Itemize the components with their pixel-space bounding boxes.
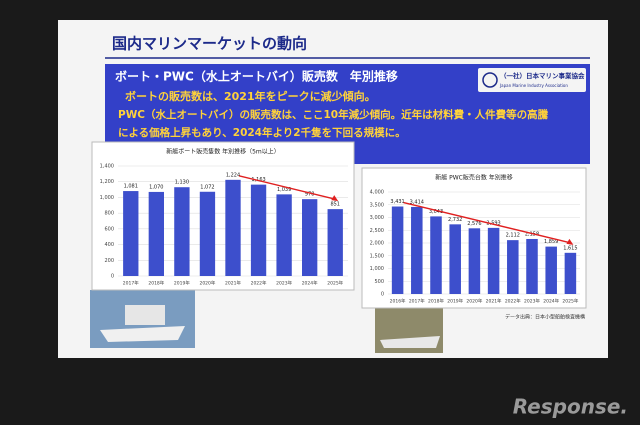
x-tick-label: 2024年 [302,280,318,287]
chart-title: 新艇ボート販売隻数 年別推移（5m以上） [166,148,280,156]
trend-arrow [403,201,571,244]
x-tick-label: 2017年 [409,298,425,305]
bar [545,246,557,294]
value-label: 1,039 [277,187,291,193]
bar [564,252,577,294]
y-tick-label: 3,000 [370,215,384,221]
y-tick-label: 3,500 [370,202,384,208]
y-tick-label: 4,000 [370,190,384,196]
y-tick-label: 1,000 [370,266,384,272]
value-label: 1,859 [544,239,558,245]
logo-text-en: Japan Marine Industry Association [499,83,568,88]
value-label: 2,593 [486,220,500,226]
value-label: 1,081 [124,184,138,190]
value-label: 3,431 [390,199,404,205]
bar [468,228,481,294]
bar [327,209,343,276]
bullet: による価格上昇もあり、2024年より2千隻を下回る規模に。 [118,126,406,139]
logo-box [478,68,586,92]
y-tick-label: 400 [104,242,114,248]
watermark: Response. [513,395,628,419]
bar [123,191,139,276]
y-tick-label: 1,400 [100,164,114,170]
bar [449,224,461,294]
bullet: ボートの販売数は、2021年をピークに減少傾向。 [125,89,376,103]
x-tick-label: 2021年 [225,280,241,287]
slide-header: 国内マリンマーケットの動向 [112,35,307,53]
y-tick-label: 2,500 [370,228,384,234]
trend-arrow-head [331,195,339,202]
y-tick-label: 200 [104,258,114,264]
y-tick-label: 800 [104,211,114,217]
logo-text: （一社）日本マリン事業協会 [500,71,585,80]
logo-mark [482,72,498,88]
x-tick-label: 2019年 [174,280,190,287]
value-label: 978 [305,192,315,198]
boat-photo-cabin [125,305,165,325]
bar [430,216,442,294]
value-label: 2,158 [525,231,539,237]
x-tick-label: 2020年 [466,298,482,305]
source-note: データ出典：日本小型船舶検査機構 [505,314,585,321]
value-label: 851 [330,202,340,208]
bar [276,194,292,276]
bar [507,240,519,294]
trend-arrow-head [566,238,574,245]
value-label: 3,043 [429,209,443,215]
y-tick-label: 0 [111,274,114,280]
bar [487,227,500,294]
x-tick-label: 2022年 [251,280,267,287]
x-tick-label: 2016年 [390,298,406,305]
x-tick-label: 2019年 [447,298,463,305]
bar [391,206,404,294]
pwc-photo-craft [380,336,440,348]
x-tick-label: 2018年 [428,298,444,305]
bar [199,191,216,276]
y-tick-label: 1,200 [100,179,114,185]
bar [250,184,267,276]
y-tick-label: 500 [374,279,384,285]
value-label: 1,224 [226,172,240,178]
y-tick-label: 1,500 [370,253,384,259]
bar [225,179,241,276]
x-tick-label: 2023年 [524,298,540,305]
value-label: 1,072 [200,184,214,190]
x-tick-label: 2017年 [123,280,139,287]
y-tick-label: 0 [381,292,384,298]
bar [174,187,190,276]
y-tick-label: 600 [104,226,114,232]
value-label: 3,414 [410,199,424,205]
boat-photo-hull [100,326,185,342]
value-label: 2,112 [506,233,520,239]
value-label: 2,732 [448,217,462,223]
bar [148,191,164,276]
y-tick-label: 1,000 [100,195,114,201]
bullet: PWC（水上オートバイ）の販売数は、ここ10年減少傾向。近年は材料費・人件費等の… [118,108,549,121]
value-label: 1,070 [149,184,163,190]
x-tick-label: 2018年 [148,280,164,287]
value-label: 2,576 [467,221,481,227]
value-label: 1,615 [563,245,577,251]
x-tick-label: 2023年 [276,280,292,287]
x-tick-label: 2020年 [199,280,215,287]
x-tick-label: 2021年 [486,298,502,305]
trend-arrow [238,175,336,200]
slide-subtitle: ボート・PWC（水上オートバイ）販売数 年別推移 [115,69,398,84]
bar [526,238,538,294]
y-tick-label: 2,000 [370,241,384,247]
x-tick-label: 2022年 [505,298,521,305]
value-label: 1,130 [175,180,189,186]
chart-title: 新艇 PWC販売台数 年別推移 [435,174,513,182]
bar [411,206,423,294]
x-tick-label: 2025年 [562,298,578,305]
x-tick-label: 2024年 [543,298,559,305]
bar [302,199,318,276]
x-tick-label: 2025年 [327,280,343,287]
